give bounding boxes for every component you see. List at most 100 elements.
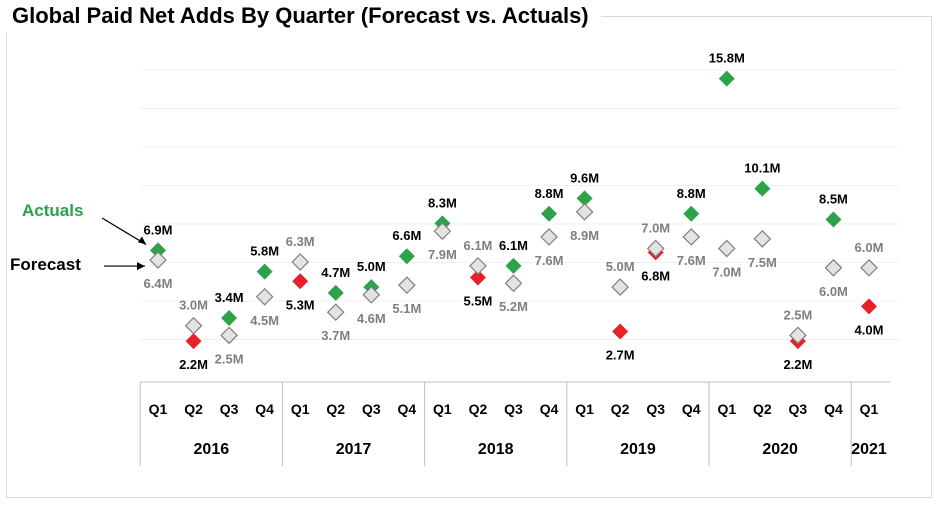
actual-data-label: 10.1M xyxy=(744,161,780,176)
actual-point xyxy=(327,284,344,301)
forecast-point xyxy=(220,326,238,345)
actual-data-label: 5.8M xyxy=(250,244,279,259)
forecast-data-label: 7.9M xyxy=(428,247,457,262)
actual-point xyxy=(718,70,735,87)
forecast-data-label: 7.6M xyxy=(535,253,564,268)
forecast-point xyxy=(646,239,665,258)
actual-point xyxy=(221,309,238,326)
quarter-tick-label: Q2 xyxy=(469,401,488,417)
actual-data-label: 6.9M xyxy=(144,222,173,237)
forecast-point xyxy=(469,257,487,275)
actual-data-label: 6.6M xyxy=(392,228,421,243)
actual-point xyxy=(825,211,842,228)
actual-data-label: 2.7M xyxy=(606,347,635,362)
year-tick-label: 2020 xyxy=(762,441,798,458)
forecast-data-label: 5.2M xyxy=(499,299,528,314)
actual-data-label: 5.3M xyxy=(286,297,315,312)
chart-title: Global Paid Net Adds By Quarter (Forecas… xyxy=(0,0,601,32)
actual-point xyxy=(861,298,877,315)
quarter-tick-label: Q4 xyxy=(540,401,559,417)
actual-point xyxy=(469,269,486,286)
forecast-data-label: 5.0M xyxy=(606,259,635,274)
actual-point xyxy=(541,205,558,222)
forecast-data-label: 3.0M xyxy=(179,298,208,313)
forecast-point xyxy=(255,287,274,306)
year-tick-label: 2016 xyxy=(194,441,230,458)
quarter-tick-label: Q4 xyxy=(255,401,274,417)
forecast-point xyxy=(362,285,381,304)
quarter-tick-label: Q1 xyxy=(575,401,594,417)
quarter-tick-label: Q2 xyxy=(326,401,345,417)
forecast-point xyxy=(504,274,523,293)
data-labels: 6.9M 6.4M 2.2M 3.0M 3.4M 2.5M 5.8M 4.5M 5.3M 6.3M… xyxy=(144,51,884,372)
forecast-data-label: 6.3M xyxy=(286,234,315,249)
quarter-tick-label: Q4 xyxy=(682,401,701,417)
forecast-point xyxy=(291,253,310,271)
forecast-point xyxy=(753,230,772,248)
actual-point xyxy=(683,205,700,222)
year-tick-label: 2019 xyxy=(620,441,656,458)
forecast-data-label: 7.6M xyxy=(677,253,706,268)
x-axis: Q1 Q2 Q3 Q4 2016 Q1 Q2 Q3 Q4 2017 Q1 Q2 Q3 Q4 2018 Q1 Q2… xyxy=(139,381,890,466)
actual-point xyxy=(292,273,309,290)
actual-point xyxy=(185,333,202,350)
year-tick-label: 2018 xyxy=(478,441,514,458)
actual-data-label: 9.6M xyxy=(570,170,599,185)
forecast-data-label: 2.5M xyxy=(783,307,812,322)
legend-forecast-label: Forecast xyxy=(10,255,81,274)
forecast-data-label: 4.6M xyxy=(357,311,386,326)
forecast-data-label: 6.1M xyxy=(463,238,492,253)
actual-data-label: 8.8M xyxy=(535,186,564,201)
actual-data-label: 2.2M xyxy=(179,357,208,372)
forecast-data-label: 3.7M xyxy=(321,328,350,343)
forecast-point xyxy=(184,316,203,335)
quarter-tick-label: Q3 xyxy=(362,401,381,417)
forecast-point xyxy=(540,228,558,246)
forecast-point xyxy=(326,303,345,322)
forecast-point xyxy=(824,258,843,277)
forecast-point xyxy=(682,228,701,246)
data-marks xyxy=(149,70,878,350)
quarter-tick-label: Q4 xyxy=(824,401,843,417)
quarter-tick-label: Q4 xyxy=(398,401,417,417)
actual-data-label: 3.4M xyxy=(215,290,244,305)
quarter-tick-label: Q3 xyxy=(789,401,808,417)
forecast-point xyxy=(860,258,878,277)
forecast-point xyxy=(149,251,167,269)
forecast-point xyxy=(789,326,807,345)
quarter-tick-label: Q3 xyxy=(504,401,523,417)
actual-point xyxy=(150,242,166,259)
actual-data-label: 4.0M xyxy=(855,322,884,337)
actual-data-label: 6.1M xyxy=(499,238,528,253)
forecast-data-label: 5.1M xyxy=(392,301,421,316)
quarter-tick-label: Q2 xyxy=(753,401,772,417)
actual-data-label: 8.3M xyxy=(428,195,457,210)
forecast-data-label: 7.0M xyxy=(712,265,741,280)
forecast-point xyxy=(717,239,736,258)
forecast-point xyxy=(398,276,416,295)
quarter-tick-label: Q3 xyxy=(646,401,665,417)
actual-data-label: 8.8M xyxy=(677,186,706,201)
forecast-point xyxy=(575,202,594,221)
forecast-data-label: 4.5M xyxy=(250,313,279,328)
actual-point xyxy=(754,180,771,197)
quarter-tick-label: Q1 xyxy=(149,401,168,417)
actual-point xyxy=(505,257,522,274)
actuals-arrowhead xyxy=(138,236,146,245)
quarter-tick-label: Q1 xyxy=(433,401,452,417)
forecast-point xyxy=(611,278,629,296)
quarter-tick-label: Q1 xyxy=(291,401,310,417)
actual-point xyxy=(398,248,415,265)
quarter-tick-label: Q1 xyxy=(717,401,736,417)
legend-actuals-label: Actuals xyxy=(22,201,83,220)
forecast-data-label: 2.5M xyxy=(215,351,244,366)
forecast-arrowhead xyxy=(137,262,145,271)
legend: Actuals Forecast xyxy=(10,201,147,274)
forecast-point xyxy=(433,222,452,240)
forecast-data-label: 6.0M xyxy=(819,284,848,299)
actual-point xyxy=(256,263,273,280)
actual-data-label: 8.5M xyxy=(819,192,848,207)
forecast-data-label: 7.0M xyxy=(641,221,670,236)
actual-data-label: 4.7M xyxy=(321,265,350,280)
